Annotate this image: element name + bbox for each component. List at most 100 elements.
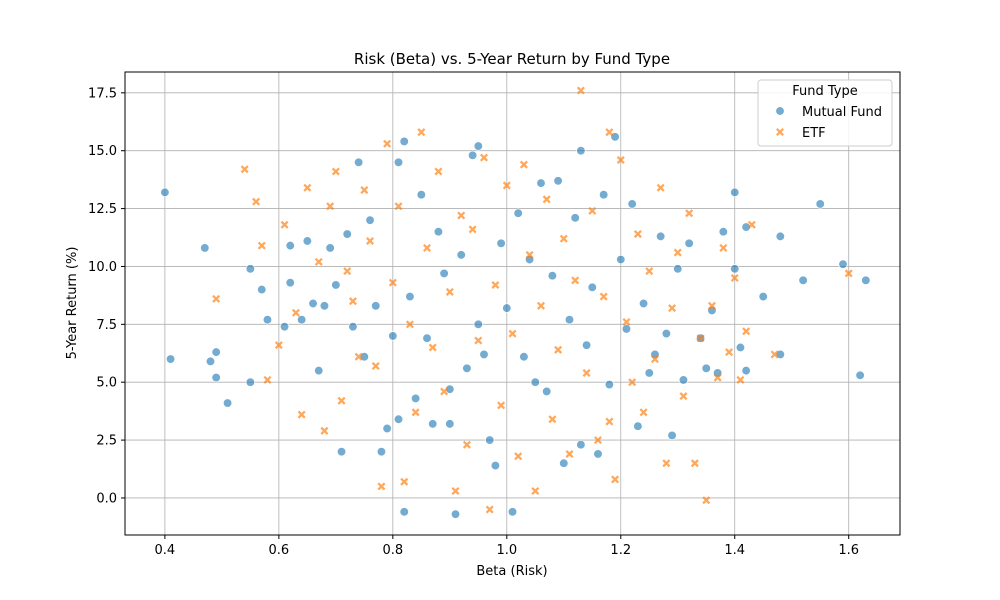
- data-point: [542, 195, 551, 204]
- data-point: [684, 238, 694, 248]
- data-point: [479, 349, 489, 360]
- data-point: [576, 86, 585, 95]
- data-point: [531, 487, 540, 496]
- data-point: [627, 199, 637, 209]
- data-point: [394, 202, 403, 211]
- legend-label-etf: ETF: [802, 126, 826, 141]
- data-points: [160, 86, 871, 519]
- data-point: [308, 298, 318, 309]
- data-point: [719, 243, 728, 252]
- x-tick-label: 1.6: [838, 543, 859, 558]
- data-point: [434, 167, 443, 176]
- data-point: [536, 178, 546, 188]
- data-point: [604, 379, 615, 390]
- y-tick-label: 2.5: [96, 434, 117, 449]
- data-point: [417, 128, 426, 137]
- data-point: [656, 231, 666, 242]
- data-point: [348, 322, 358, 332]
- data-point: [690, 459, 699, 468]
- data-point: [616, 254, 626, 265]
- data-point: [428, 419, 438, 429]
- data-point: [297, 315, 307, 325]
- data-point: [285, 278, 295, 288]
- data-point: [758, 291, 768, 302]
- data-point: [252, 197, 261, 206]
- data-point: [725, 348, 734, 357]
- data-point: [302, 236, 313, 246]
- data-point: [422, 333, 432, 343]
- data-point: [411, 408, 420, 417]
- data-point: [497, 401, 506, 410]
- data-point: [861, 275, 871, 286]
- data-point: [622, 318, 631, 327]
- data-point: [673, 264, 683, 274]
- data-point: [638, 298, 649, 309]
- data-point: [730, 264, 740, 274]
- series-etf: [212, 86, 853, 514]
- data-point: [599, 190, 609, 200]
- data-point: [616, 155, 625, 164]
- data-point: [559, 234, 568, 243]
- data-point: [650, 355, 659, 364]
- y-tick-label: 12.5: [88, 202, 117, 217]
- legend-marker-x: [775, 127, 785, 137]
- data-point: [474, 336, 483, 345]
- x-tick-label: 1.2: [610, 543, 631, 558]
- data-point: [701, 363, 711, 373]
- data-point: [599, 292, 608, 301]
- x-tick-label: 0.6: [269, 543, 290, 558]
- data-point: [291, 308, 300, 317]
- legend-marker-etf: [775, 127, 785, 137]
- data-point: [160, 187, 170, 198]
- x-tick-label: 1.4: [724, 543, 745, 558]
- data-point: [508, 329, 517, 338]
- y-tick-label: 17.5: [88, 86, 117, 101]
- data-point: [405, 320, 414, 329]
- data-point: [468, 225, 477, 234]
- data-point: [320, 426, 329, 435]
- data-point: [405, 291, 415, 302]
- data-point: [514, 452, 523, 461]
- data-point: [741, 365, 751, 376]
- data-point: [633, 230, 642, 239]
- legend-marker-circle: [775, 106, 785, 116]
- data-point: [707, 301, 716, 310]
- data-point: [399, 136, 409, 147]
- data-point: [222, 398, 233, 408]
- data-point: [211, 347, 221, 357]
- data-point: [393, 414, 404, 424]
- y-tick-label: 15.0: [88, 144, 117, 159]
- data-point: [383, 139, 392, 148]
- data-point: [547, 271, 558, 281]
- data-point: [257, 284, 267, 295]
- data-point: [525, 250, 534, 259]
- data-point: [376, 447, 387, 457]
- data-point: [581, 340, 592, 350]
- data-point: [491, 280, 500, 289]
- data-point: [645, 267, 654, 276]
- data-point: [410, 393, 421, 404]
- data-point: [360, 186, 369, 195]
- data-point: [445, 287, 454, 296]
- data-point: [353, 157, 364, 167]
- y-axis-label: 5-Year Return (%): [65, 247, 80, 360]
- data-point: [542, 386, 552, 397]
- data-point: [667, 430, 677, 441]
- data-point: [245, 377, 256, 387]
- data-point: [314, 257, 323, 266]
- data-point: [661, 328, 672, 339]
- data-point: [855, 370, 865, 380]
- data-point: [678, 375, 689, 385]
- legend: Fund Type Mutual Fund ETF: [757, 79, 893, 147]
- data-point: [730, 274, 739, 283]
- x-tick-label: 0.4: [155, 543, 176, 558]
- data-point: [718, 227, 728, 237]
- data-point: [668, 304, 677, 313]
- data-point: [530, 377, 540, 387]
- data-point: [565, 449, 574, 458]
- data-point: [713, 373, 722, 382]
- data-point: [262, 315, 273, 325]
- data-point: [736, 375, 745, 384]
